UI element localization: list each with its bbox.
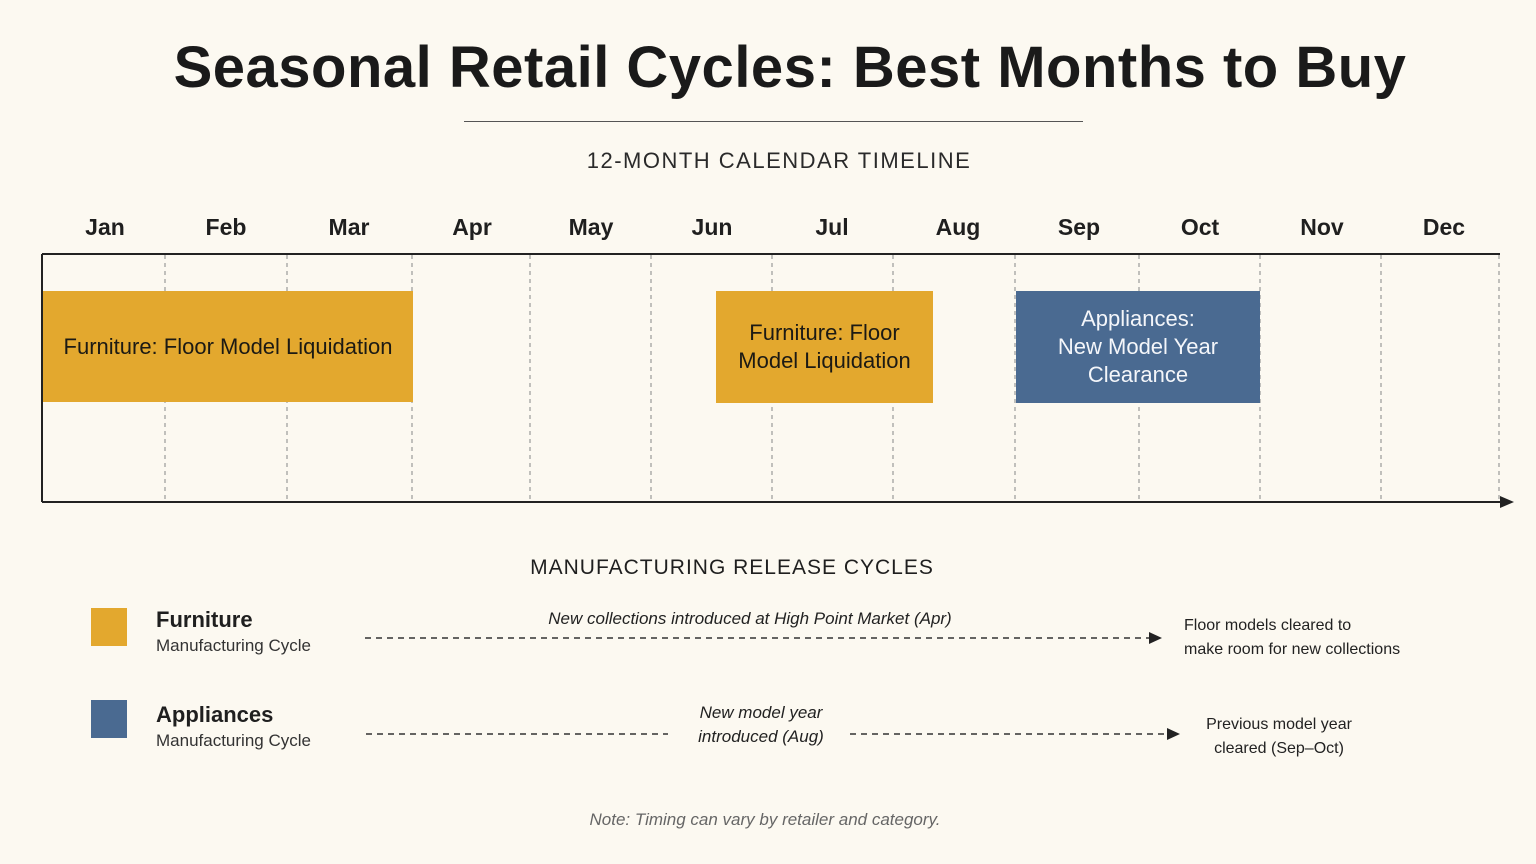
month-label-dec: Dec: [1422, 214, 1466, 240]
note-line1: New model year: [699, 703, 823, 722]
outcome-line2: cleared (Sep–Oct): [1214, 740, 1344, 757]
furniture-cycle-arrow: [365, 632, 1162, 644]
month-label-aug: Aug: [935, 214, 981, 240]
bar-label: Furniture: Floor Model Liquidation: [63, 333, 393, 359]
furniture-color-swatch: [91, 608, 127, 646]
title-divider: [464, 121, 1083, 122]
footnote: Note: Timing can vary by retailer and ca…: [589, 810, 941, 829]
furniture-floor-model-bar-jan-mar: Furniture: Floor Model Liquidation: [43, 291, 413, 402]
furniture-floor-model-bar-jun-jul: Furniture: Floor Model Liquidation: [716, 291, 933, 403]
month-label-jan: Jan: [85, 214, 125, 240]
legend-heading: MANUFACTURING RELEASE CYCLES: [530, 556, 934, 579]
legend-appliances-sub: Manufacturing Cycle: [156, 731, 311, 750]
furniture-cycle-outcome: Floor models cleared to make room for ne…: [1184, 614, 1400, 662]
month-label-jul: Jul: [815, 214, 849, 240]
timeline-heading: 12-MONTH CALENDAR TIMELINE: [586, 148, 972, 173]
appliances-cycle-arrow: [850, 728, 1180, 740]
appliances-cycle-outcome: Previous model year cleared (Sep–Oct): [1190, 713, 1368, 761]
month-label-nov: Nov: [1300, 214, 1344, 240]
appliances-clearance-bar-sep-oct: Appliances: New Model Year Clearance: [1016, 291, 1260, 403]
bar-label-line2: Model Liquidation: [738, 348, 911, 373]
bar-label-line1: Appliances:: [1081, 306, 1195, 331]
legend-furniture-sub: Manufacturing Cycle: [156, 636, 311, 655]
month-label-may: May: [568, 214, 614, 240]
appliances-color-swatch: [91, 700, 127, 738]
timeline-arrowhead: [1500, 496, 1514, 508]
month-label-jun: Jun: [691, 214, 733, 240]
bar-label-line2: New Model Year Clearance: [1057, 334, 1219, 387]
outcome-line1: Previous model year: [1206, 716, 1352, 733]
note-line2: introduced (Aug): [698, 727, 824, 746]
furniture-cycle-note: New collections introduced at High Point…: [548, 609, 952, 628]
month-label-feb: Feb: [205, 214, 247, 240]
month-label-oct: Oct: [1180, 214, 1220, 240]
month-label-mar: Mar: [328, 214, 370, 240]
appliances-cycle-line-left: [366, 733, 668, 735]
outcome-line1: Floor models cleared to: [1184, 617, 1352, 634]
outcome-line2: make room for new collections: [1184, 641, 1401, 658]
legend-furniture-name: Furniture: [156, 607, 253, 632]
appliances-cycle-note: New model year introduced (Aug): [680, 701, 842, 749]
month-label-apr: Apr: [452, 214, 492, 240]
page-title: Seasonal Retail Cycles: Best Months to B…: [173, 35, 1407, 100]
month-label-sep: Sep: [1057, 214, 1101, 240]
bar-label-line1: Furniture: Floor: [749, 320, 900, 345]
legend-appliances-name: Appliances: [156, 702, 274, 727]
